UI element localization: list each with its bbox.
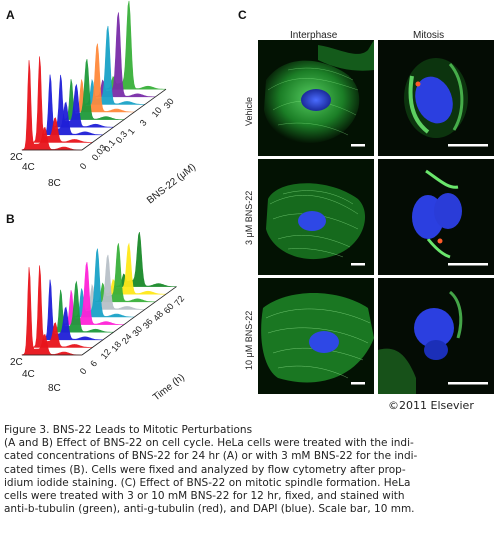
- caption-line: idium iodide staining. (C) Effect of BNS…: [4, 476, 411, 489]
- depth-tick-label: 36: [141, 317, 155, 331]
- row-label-10um: 10 μM BNS-22: [244, 310, 254, 370]
- depth-axis: [81, 88, 167, 151]
- depth-tick-label: 3: [138, 118, 149, 128]
- histogram-trace: [53, 74, 114, 128]
- depth-tick-label: 72: [172, 294, 186, 308]
- histogram-trace: [42, 279, 103, 341]
- depth-axis-title: BNS-22 (μM): [145, 162, 198, 207]
- histogram-trace: [21, 267, 82, 356]
- panel-b-label: B: [6, 212, 15, 226]
- micrograph-vehicle-interphase: [258, 40, 374, 156]
- depth-tick-label: 0: [78, 366, 89, 376]
- depth-axis: [81, 286, 177, 356]
- scale-bar: [351, 382, 365, 385]
- ploidy-label: 4C: [22, 162, 35, 173]
- ploidy-label: 8C: [48, 178, 61, 189]
- depth-tick-label: 30: [130, 324, 144, 338]
- column-header-interphase: Interphase: [290, 30, 338, 41]
- depth-tick-label: 30: [162, 96, 176, 110]
- caption-line: cated times (B). Cells were fixed and an…: [4, 463, 406, 476]
- ploidy-label: 8C: [48, 383, 61, 394]
- caption-title: Figure 3. BNS-22 Leads to Mitotic Pertur…: [4, 424, 253, 436]
- micrograph-10um-mitosis: [378, 278, 494, 394]
- panel-c-label: C: [238, 8, 247, 22]
- depth-tick-label: 24: [120, 332, 134, 346]
- depth-tick-label: 48: [151, 309, 165, 323]
- depth-axis-title: Time (h): [151, 372, 187, 403]
- row-label-3um: 3 μM BNS-22: [244, 190, 254, 245]
- ploidy-label: 2C: [10, 152, 23, 163]
- column-header-mitosis: Mitosis: [413, 30, 445, 41]
- micrograph-vehicle-mitosis: [378, 40, 494, 156]
- depth-tick-label: 18: [109, 339, 123, 353]
- scale-bar: [448, 263, 488, 266]
- histogram-trace: [21, 60, 82, 151]
- scale-bar: [351, 263, 365, 266]
- micrograph-10um-interphase: [258, 278, 374, 394]
- histogram-trace: [32, 265, 93, 348]
- caption-line: (A and B) Effect of BNS-22 on cell cycle…: [4, 437, 414, 450]
- depth-tick-label: 0: [78, 161, 89, 171]
- histogram-trace: [32, 56, 93, 143]
- depth-tick-label: 60: [162, 301, 176, 315]
- caption-line: cated concentrations of BNS-22 for 24 hr…: [4, 450, 418, 463]
- scale-bar: [448, 144, 488, 147]
- caption-line: cells were treated with 3 or 10 mM BNS-2…: [4, 490, 405, 503]
- scale-bar: [448, 382, 488, 385]
- histogram-trace: [42, 74, 103, 136]
- row-label-vehicle: Vehicle: [244, 96, 254, 126]
- micrograph-3um-mitosis: [378, 159, 494, 275]
- micrograph-3um-interphase: [258, 159, 374, 275]
- panel-a-label: A: [6, 8, 15, 22]
- ploidy-label: 2C: [10, 357, 23, 368]
- histogram-trace: [53, 280, 114, 333]
- figure-caption: Figure 3. BNS-22 Leads to Mitotic Pertur…: [4, 424, 494, 516]
- ploidy-label: 4C: [22, 369, 35, 380]
- copyright-notice: ©2011 Elsevier: [388, 399, 474, 412]
- histogram-trace: [63, 59, 124, 120]
- caption-line: anti-b-tubulin (green), anti-g-tubulin (…: [4, 503, 415, 516]
- depth-tick-label: 6: [88, 359, 99, 369]
- depth-tick-label: 12: [99, 347, 113, 361]
- depth-tick-label: 1: [126, 126, 137, 136]
- depth-tick-label: 10: [150, 105, 164, 119]
- scale-bar: [351, 144, 365, 147]
